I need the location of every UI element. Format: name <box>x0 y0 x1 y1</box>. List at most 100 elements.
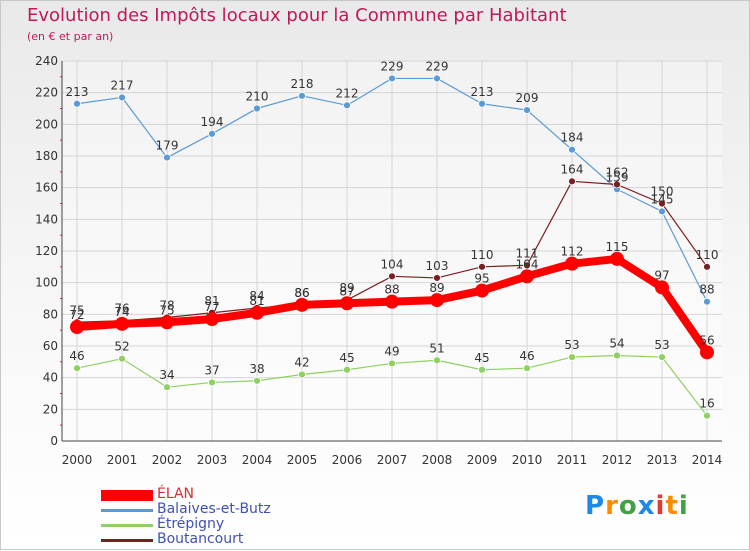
data-label-boutancourt: 89 <box>339 281 354 295</box>
point-elan <box>700 345 714 360</box>
data-label-etrepigny: 49 <box>384 344 399 358</box>
data-label-boutancourt: 162 <box>606 166 629 180</box>
point-balaives-et-butz <box>523 106 531 114</box>
point-etrepigny <box>73 364 81 373</box>
data-label-etrepigny: 46 <box>69 349 84 363</box>
logo-letter: i <box>655 491 666 521</box>
data-label-boutancourt: 104 <box>381 257 404 271</box>
data-label-etrepigny: 16 <box>699 397 714 411</box>
point-etrepigny <box>343 365 351 374</box>
data-label-boutancourt: 86 <box>294 286 309 300</box>
point-balaives-et-butz <box>298 91 306 100</box>
point-boutancourt <box>523 261 531 270</box>
point-elan <box>340 296 354 311</box>
point-balaives-et-butz <box>433 74 441 83</box>
data-label-balaives-et-butz: 213 <box>66 85 89 99</box>
data-label-boutancourt: 110 <box>696 248 719 262</box>
data-label-elan: 74 <box>114 305 129 319</box>
data-label-boutancourt: 75 <box>69 303 84 317</box>
point-boutancourt <box>703 262 711 271</box>
data-label-etrepigny: 37 <box>204 363 219 377</box>
point-balaives-et-butz <box>208 129 216 138</box>
x-tick-label: 2005 <box>287 453 318 467</box>
data-label-boutancourt: 110 <box>471 248 494 262</box>
point-etrepigny <box>613 351 621 360</box>
point-boutancourt <box>388 272 396 281</box>
legend-swatch <box>101 490 153 501</box>
legend-label: Étrépigny <box>157 516 225 532</box>
data-label-elan: 87 <box>339 284 354 298</box>
legend-swatch <box>101 539 153 542</box>
y-tick-label: 160 <box>35 181 58 195</box>
data-label-etrepigny: 46 <box>519 349 534 363</box>
logo-letter: r <box>605 491 619 521</box>
point-etrepigny <box>478 365 486 374</box>
data-label-elan: 72 <box>69 308 84 322</box>
point-elan <box>430 293 444 308</box>
data-label-elan: 89 <box>429 281 444 295</box>
logo-letter: P <box>585 491 606 521</box>
x-tick-label: 2013 <box>647 453 678 467</box>
data-label-elan: 56 <box>699 333 714 347</box>
legend-swatch <box>101 509 153 512</box>
y-tick-label: 220 <box>35 86 58 100</box>
proxiti-logo: Proxiti <box>585 491 689 521</box>
data-label-boutancourt: 150 <box>651 185 674 199</box>
point-elan <box>520 269 534 284</box>
y-tick-label: 0 <box>50 434 58 448</box>
point-etrepigny <box>208 378 216 387</box>
point-balaives-et-butz <box>658 207 666 216</box>
x-tick-label: 2012 <box>602 453 633 467</box>
data-label-etrepigny: 38 <box>249 362 264 376</box>
point-elan <box>565 256 579 271</box>
point-balaives-et-butz <box>388 74 396 83</box>
point-etrepigny <box>298 370 306 379</box>
point-elan <box>475 283 489 298</box>
y-tick-label: 120 <box>35 244 58 258</box>
point-balaives-et-butz <box>118 93 126 102</box>
point-etrepigny <box>703 411 711 420</box>
logo-letter: x <box>637 491 656 521</box>
logo-letter: t <box>665 491 679 521</box>
data-label-balaives-et-butz: 212 <box>336 86 359 100</box>
point-boutancourt <box>433 274 441 282</box>
x-tick-label: 2008 <box>422 453 453 467</box>
data-label-elan: 81 <box>249 294 264 308</box>
data-label-boutancourt: 78 <box>159 299 174 313</box>
point-etrepigny <box>433 356 441 365</box>
data-label-balaives-et-butz: 145 <box>651 192 674 206</box>
legend-label: ÉLAN <box>157 486 195 502</box>
legend-label: Balaives-et-Butz <box>157 501 271 517</box>
point-elan <box>610 251 624 266</box>
y-tick-label: 80 <box>43 307 58 321</box>
data-label-balaives-et-butz: 229 <box>381 59 404 73</box>
point-etrepigny <box>253 376 261 385</box>
data-label-etrepigny: 51 <box>429 341 444 355</box>
logo-letter: i <box>678 491 689 521</box>
point-elan <box>70 320 84 334</box>
y-tick-label: 40 <box>43 371 58 385</box>
point-boutancourt <box>658 199 666 208</box>
x-tick-label: 2006 <box>332 453 363 467</box>
data-label-balaives-et-butz: 184 <box>561 131 584 145</box>
x-tick-label: 2003 <box>197 453 228 467</box>
point-boutancourt <box>568 177 576 186</box>
y-tick-label: 60 <box>43 339 58 353</box>
data-label-etrepigny: 45 <box>474 351 489 365</box>
y-tick-label: 100 <box>35 276 58 290</box>
point-balaives-et-butz <box>253 104 261 113</box>
data-label-etrepigny: 53 <box>654 338 669 352</box>
legend-swatch <box>101 524 153 527</box>
chart-title: Evolution des Impôts locaux pour la Comm… <box>27 5 567 26</box>
data-label-balaives-et-butz: 209 <box>516 91 539 105</box>
logo-letter: o <box>618 491 638 521</box>
legend-label: Boutancourt <box>157 531 244 547</box>
point-etrepigny <box>118 354 126 363</box>
x-tick-label: 2004 <box>242 453 273 467</box>
x-tick-label: 2001 <box>107 453 138 467</box>
point-boutancourt <box>478 262 486 271</box>
x-tick-label: 2009 <box>467 453 498 467</box>
data-label-etrepigny: 45 <box>339 351 354 365</box>
point-elan <box>115 316 129 331</box>
